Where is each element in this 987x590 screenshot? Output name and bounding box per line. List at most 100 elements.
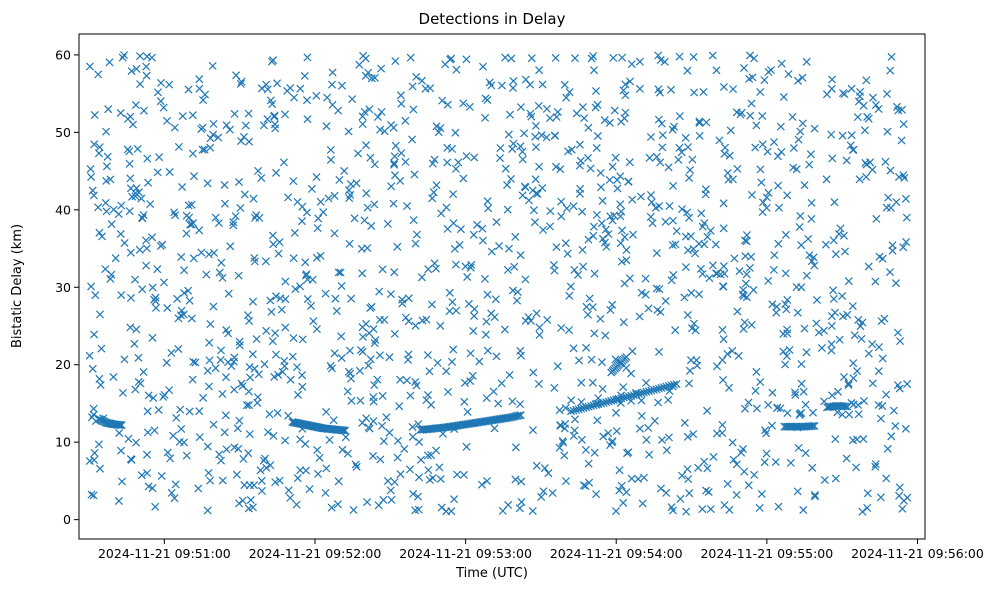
detection-point	[590, 448, 599, 457]
detection-point	[163, 448, 172, 457]
detection-point	[393, 436, 403, 445]
detection-point	[94, 203, 103, 212]
detection-point	[417, 76, 427, 85]
detection-point	[646, 132, 655, 142]
detection-point	[899, 120, 908, 129]
track-detection-point	[634, 389, 643, 398]
detection-point	[660, 57, 669, 66]
detection-point	[570, 54, 580, 63]
detection-point	[708, 51, 717, 60]
detection-point	[235, 337, 244, 346]
detection-point	[745, 51, 755, 60]
detection-point	[712, 66, 721, 75]
detection-point	[155, 153, 164, 162]
track-detection-point	[515, 411, 524, 420]
detection-point	[491, 295, 500, 304]
detection-point	[434, 128, 443, 137]
detection-point	[796, 127, 805, 136]
detection-point	[887, 52, 896, 61]
detection-point	[396, 176, 405, 185]
detection-point	[777, 59, 786, 68]
track-detection-point	[607, 396, 616, 405]
detection-point	[391, 141, 400, 150]
detection-point	[468, 371, 477, 380]
detection-point	[764, 188, 773, 197]
detection-point	[231, 212, 240, 221]
detection-point	[711, 240, 720, 249]
detection-point	[85, 456, 94, 466]
detection-point	[784, 70, 793, 79]
detection-point	[538, 183, 547, 193]
detection-point	[355, 60, 364, 69]
detection-point	[87, 490, 96, 499]
detection-point	[655, 202, 664, 211]
detection-point	[646, 190, 656, 200]
detection-point	[116, 229, 125, 239]
detection-point	[901, 194, 910, 203]
detection-point	[560, 451, 569, 460]
track-detection-point	[617, 394, 626, 403]
detection-point	[719, 224, 728, 233]
detection-point	[552, 112, 561, 122]
detection-point	[684, 475, 693, 484]
detection-point	[593, 100, 602, 109]
detection-point	[606, 305, 615, 315]
detection-point	[95, 228, 104, 237]
detection-point	[162, 116, 172, 125]
detection-point	[586, 164, 595, 173]
track-detection-point	[839, 402, 848, 411]
detection-point	[451, 164, 460, 173]
detection-point	[418, 316, 427, 325]
detection-point	[150, 426, 159, 435]
detection-point	[174, 314, 183, 323]
detection-point	[567, 396, 576, 405]
detection-point	[330, 229, 339, 238]
detection-point	[897, 136, 906, 145]
detection-point	[642, 378, 651, 387]
detection-point	[435, 463, 444, 472]
detection-point	[723, 349, 732, 359]
detection-point	[852, 435, 862, 444]
detection-point	[786, 458, 795, 467]
detection-point	[779, 92, 788, 102]
detection-point	[588, 303, 597, 312]
detection-point	[198, 145, 207, 154]
detection-point	[406, 391, 415, 400]
detection-point	[465, 102, 474, 111]
detection-point	[366, 303, 375, 313]
detection-point	[344, 186, 354, 195]
detection-point	[188, 375, 197, 384]
detection-point	[90, 140, 99, 149]
detection-point	[411, 239, 420, 248]
detection-point	[187, 220, 196, 229]
detection-point	[646, 212, 655, 221]
detection-point	[220, 199, 229, 208]
detection-point	[353, 149, 363, 158]
detection-point	[793, 487, 802, 496]
track-detection-point	[841, 402, 850, 411]
detection-point	[306, 301, 316, 311]
detection-point	[244, 109, 253, 118]
track-detection-point	[644, 387, 653, 396]
detection-point	[709, 452, 718, 461]
detection-point	[511, 443, 520, 452]
detection-point	[878, 254, 887, 263]
detection-point	[589, 66, 599, 75]
detection-point	[490, 313, 499, 322]
detection-point	[362, 189, 371, 198]
detection-point	[903, 379, 912, 389]
detection-point	[885, 268, 895, 277]
detection-point	[126, 323, 135, 332]
detection-point	[637, 288, 646, 297]
detection-point	[768, 300, 777, 309]
detection-point	[724, 383, 734, 392]
detection-point	[222, 445, 231, 454]
detection-point	[592, 490, 601, 499]
detection-point	[854, 410, 863, 419]
detection-point	[557, 323, 566, 332]
detection-point	[95, 464, 105, 473]
detection-point	[131, 100, 140, 110]
detection-point	[371, 335, 380, 345]
detection-point	[741, 252, 750, 261]
detection-point	[845, 410, 854, 419]
